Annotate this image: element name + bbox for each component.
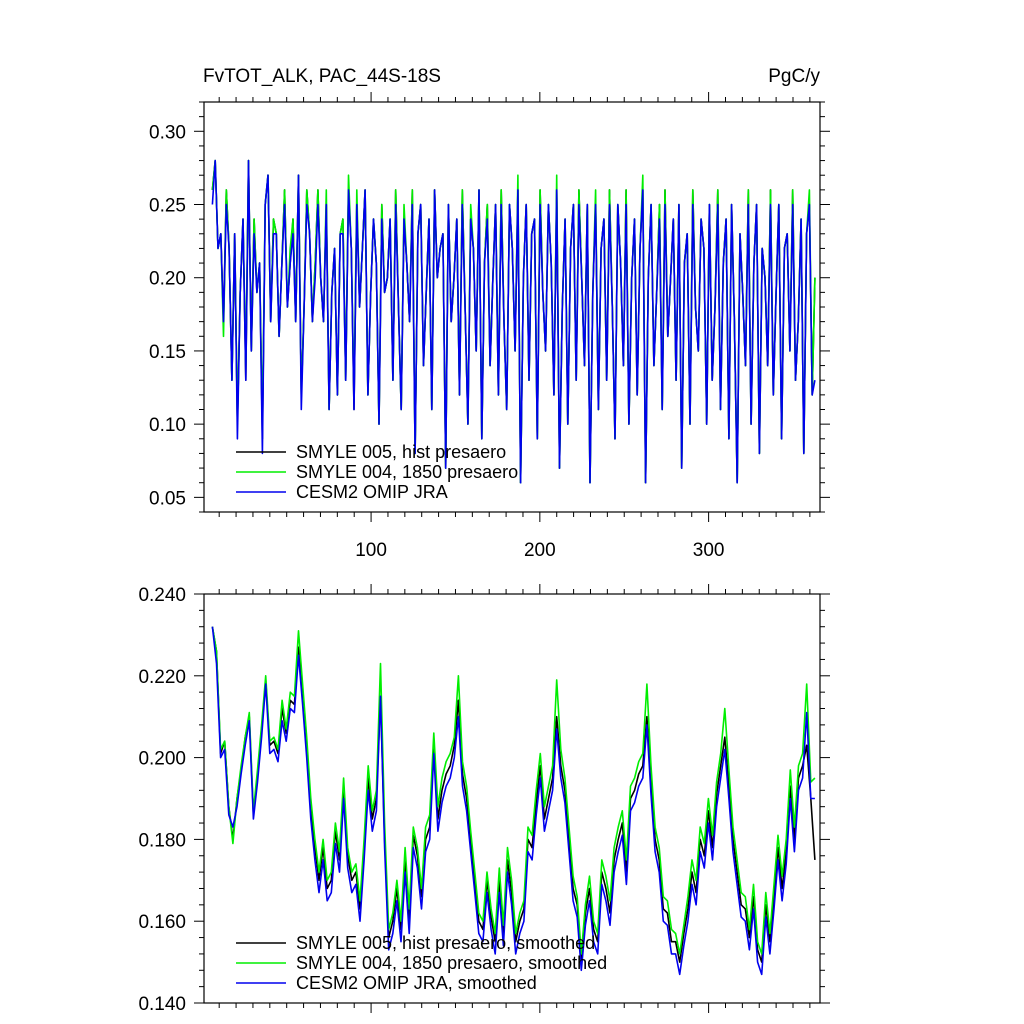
panel-1-series-line-1 xyxy=(211,626,816,955)
panel-1-frame xyxy=(203,593,821,1004)
panel-0-legend-label-1: SMYLE 004, 1850 presaero xyxy=(296,462,518,482)
top-panel: FvTOT_ALK, PAC_44S-18S PgC/y 0.05 0.10 0.1… xyxy=(149,66,830,561)
top-panel-title: FvTOT_ALK, PAC_44S-18S xyxy=(203,66,441,87)
panel-1-ytick-label: 0.200 xyxy=(138,749,186,770)
panel-1-ytick-label: 0.140 xyxy=(138,994,186,1015)
panel-0-series-line-2 xyxy=(211,159,816,484)
panel-0-legend-label-0: SMYLE 005, hist presaero xyxy=(296,442,506,462)
panel-1-series-line-2 xyxy=(211,626,815,976)
panel-1-legend-label-2: CESM2 OMIP JRA, smoothed xyxy=(296,973,537,993)
panel-0-ytick-label: 0.10 xyxy=(149,415,186,436)
panel-0-xtick-label: 200 xyxy=(524,540,556,561)
panel-0-ytick-label: 0.25 xyxy=(149,196,186,217)
top-panel-units: PgC/y xyxy=(768,66,820,87)
panel-1-ytick-label: 0.220 xyxy=(138,667,186,688)
panel-0-ytick-label: 0.30 xyxy=(149,122,186,143)
panel-0-ytick-label: 0.20 xyxy=(149,269,186,290)
panel-0-legend-label-2: CESM2 OMIP JRA xyxy=(296,482,448,502)
top-plot-area: 0.05 0.10 0.15 0.20 0.25 0.30 100 200 300 SMYLE 0… xyxy=(149,92,830,561)
panel-0-xtick-label: 100 xyxy=(355,540,387,561)
panel-1-legend-label-0: SMYLE 005, hist presaero, smoothed xyxy=(296,933,595,953)
panel-0-xtick-label: 300 xyxy=(693,540,725,561)
panel-0-ytick-label: 0.05 xyxy=(149,488,186,509)
panel-1-ytick-label: 0.160 xyxy=(138,912,186,933)
bottom-plot-area: 0.140 0.160 0.180 0.200 0.220 0.240 SMYLE 005,… xyxy=(138,584,830,1015)
panel-1-ytick-label: 0.240 xyxy=(138,585,186,606)
panel-1-ytick-label: 0.180 xyxy=(138,830,186,851)
bottom-panel: 0.140 0.160 0.180 0.200 0.220 0.240 SMYLE 005,… xyxy=(138,584,830,1015)
panel-1-legend-label-1: SMYLE 004, 1850 presaero, smoothed xyxy=(296,953,607,973)
panel-0-ytick-label: 0.15 xyxy=(149,342,186,363)
